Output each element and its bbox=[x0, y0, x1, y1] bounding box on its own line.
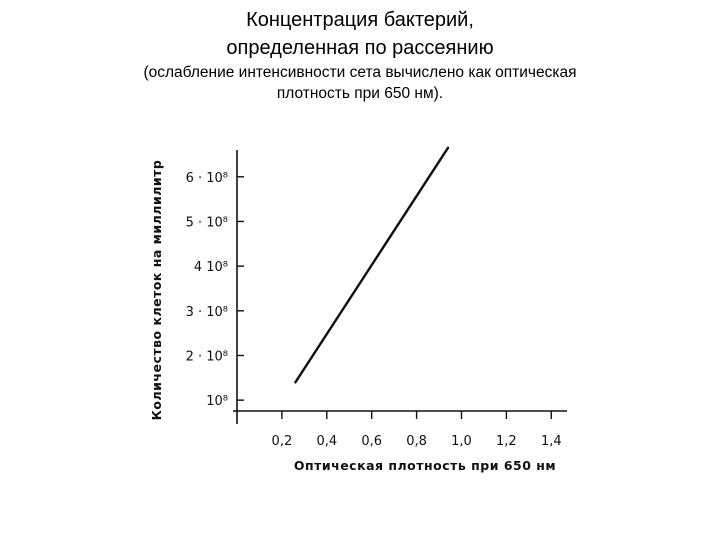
chart-series bbox=[294, 146, 450, 384]
series-line bbox=[294, 146, 450, 384]
y-ticks: 10⁸ 2 · 10⁸ 3 · 10⁸ 4 10⁸ 5 · 10⁸ 6 · 10⁸ bbox=[186, 171, 244, 409]
title-line-2: определенная по рассеянию bbox=[226, 37, 494, 59]
subtitle-line-2: плотность при 650 нм). bbox=[276, 85, 444, 102]
x-tick-label: 1,2 bbox=[496, 434, 517, 449]
y-axis-label: Количество клеток на миллилитр bbox=[149, 160, 164, 421]
x-tick-label: 1,0 bbox=[451, 434, 472, 449]
x-tick-label: 0,2 bbox=[272, 434, 293, 449]
y-tick-label: 2 · 10⁸ bbox=[186, 349, 228, 364]
x-tick-label: 0,6 bbox=[361, 434, 382, 449]
x-tick-label: 0,8 bbox=[406, 434, 427, 449]
y-tick-label: 10⁸ bbox=[206, 394, 228, 409]
x-tick-label: 0,4 bbox=[316, 434, 337, 449]
slide-title: Концентрация бактерий, определенная по р… bbox=[0, 6, 720, 104]
x-tick-label: 1,4 bbox=[541, 434, 562, 449]
y-tick-label: 4 10⁸ bbox=[194, 260, 228, 275]
x-axis-label: Оптическая плотность при 650 нм bbox=[294, 458, 556, 473]
y-tick-label: 5 · 10⁸ bbox=[186, 215, 228, 230]
subtitle-line-1: (ослабление интенсивности сета вычислено… bbox=[143, 64, 577, 81]
y-tick-label: 6 · 10⁸ bbox=[186, 171, 228, 186]
y-tick-label: 3 · 10⁸ bbox=[186, 305, 228, 320]
chart-axes bbox=[233, 150, 567, 424]
x-ticks: 0,2 0,4 0,6 0,8 1,0 1,2 1,4 bbox=[272, 411, 562, 449]
title-line-1: Концентрация бактерий, bbox=[246, 9, 474, 31]
